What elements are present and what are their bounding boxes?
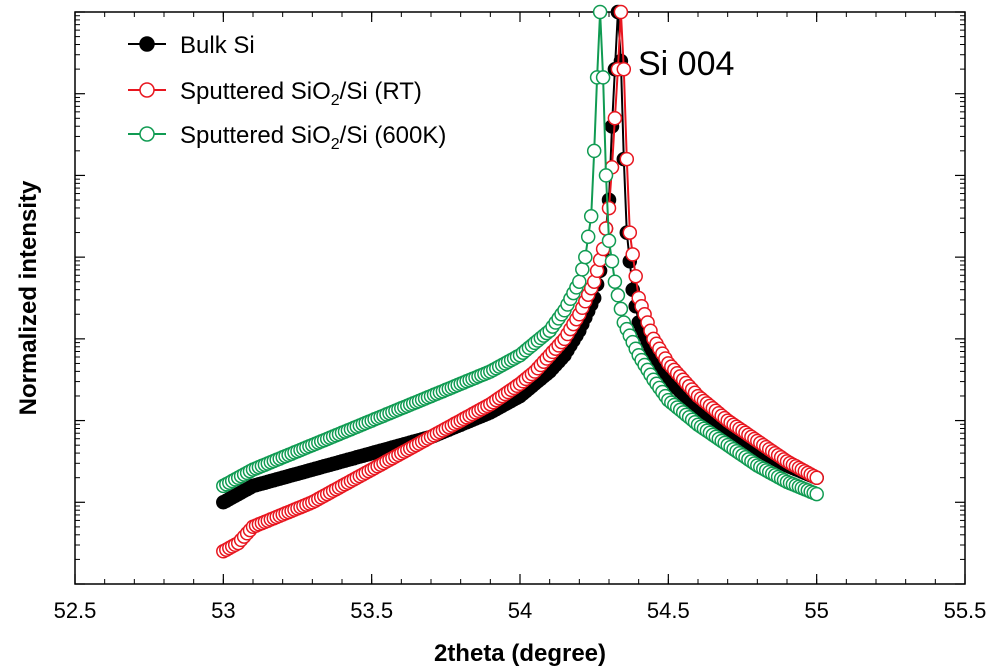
data-point bbox=[625, 247, 640, 262]
data-point bbox=[809, 486, 824, 502]
data-point bbox=[583, 209, 599, 224]
data-point bbox=[607, 110, 623, 126]
legend-marker bbox=[139, 36, 155, 52]
data-point bbox=[601, 200, 617, 216]
axis-ticks: 52.5 53 53.5 54 54.5 55 55.5 bbox=[54, 11, 987, 623]
data-point bbox=[592, 4, 608, 20]
data-point bbox=[578, 249, 593, 265]
data-point bbox=[598, 221, 614, 236]
data-point bbox=[586, 143, 602, 159]
data-point bbox=[601, 233, 617, 249]
annotation-si-004: Si 004 bbox=[638, 45, 734, 83]
legend-item-bulk-si: Bulk Si bbox=[128, 32, 255, 59]
data-point bbox=[604, 253, 620, 269]
x-tick-label: 54.5 bbox=[647, 598, 690, 623]
x-axis-title: 2theta (degree) bbox=[434, 640, 606, 667]
x-tick-label: 52.5 bbox=[54, 598, 97, 623]
data-point bbox=[628, 268, 643, 284]
x-tick-label: 54 bbox=[508, 598, 532, 623]
x-tick-label: 53.5 bbox=[350, 598, 393, 623]
data-point bbox=[572, 274, 587, 289]
data-point bbox=[580, 229, 596, 244]
data-point bbox=[809, 470, 824, 486]
data-point bbox=[595, 70, 611, 85]
data-point bbox=[607, 274, 623, 289]
legend-marker bbox=[139, 82, 155, 98]
legend-label: Sputtered SiO2/Si (RT) bbox=[180, 78, 422, 109]
legend-item-sputtered-600k: Sputtered SiO2/Si (600K) bbox=[128, 122, 446, 153]
data-point bbox=[613, 301, 629, 317]
data-point bbox=[575, 262, 590, 277]
data-point bbox=[598, 168, 614, 183]
data-point bbox=[616, 61, 632, 77]
legend-marker bbox=[139, 126, 155, 142]
x-tick-label: 55.5 bbox=[944, 598, 987, 623]
series-2 bbox=[216, 4, 824, 502]
x-tick-label: 55 bbox=[804, 598, 828, 623]
x-tick-label: 53 bbox=[211, 598, 235, 623]
legend-label: Sputtered SiO2/Si (600K) bbox=[180, 122, 446, 153]
data-point bbox=[613, 4, 629, 20]
legend-label: Bulk Si bbox=[180, 32, 255, 59]
series-1 bbox=[216, 4, 824, 559]
y-axis-title: Normalized intensity bbox=[15, 180, 42, 415]
data-point bbox=[619, 151, 635, 167]
data-point bbox=[610, 288, 626, 303]
legend: Bulk Si Sputtered SiO2/Si (RT) Sputtered… bbox=[128, 32, 446, 153]
legend-item-sputtered-rt: Sputtered SiO2/Si (RT) bbox=[128, 78, 422, 109]
data-point bbox=[622, 225, 638, 240]
series-layer bbox=[216, 4, 824, 559]
